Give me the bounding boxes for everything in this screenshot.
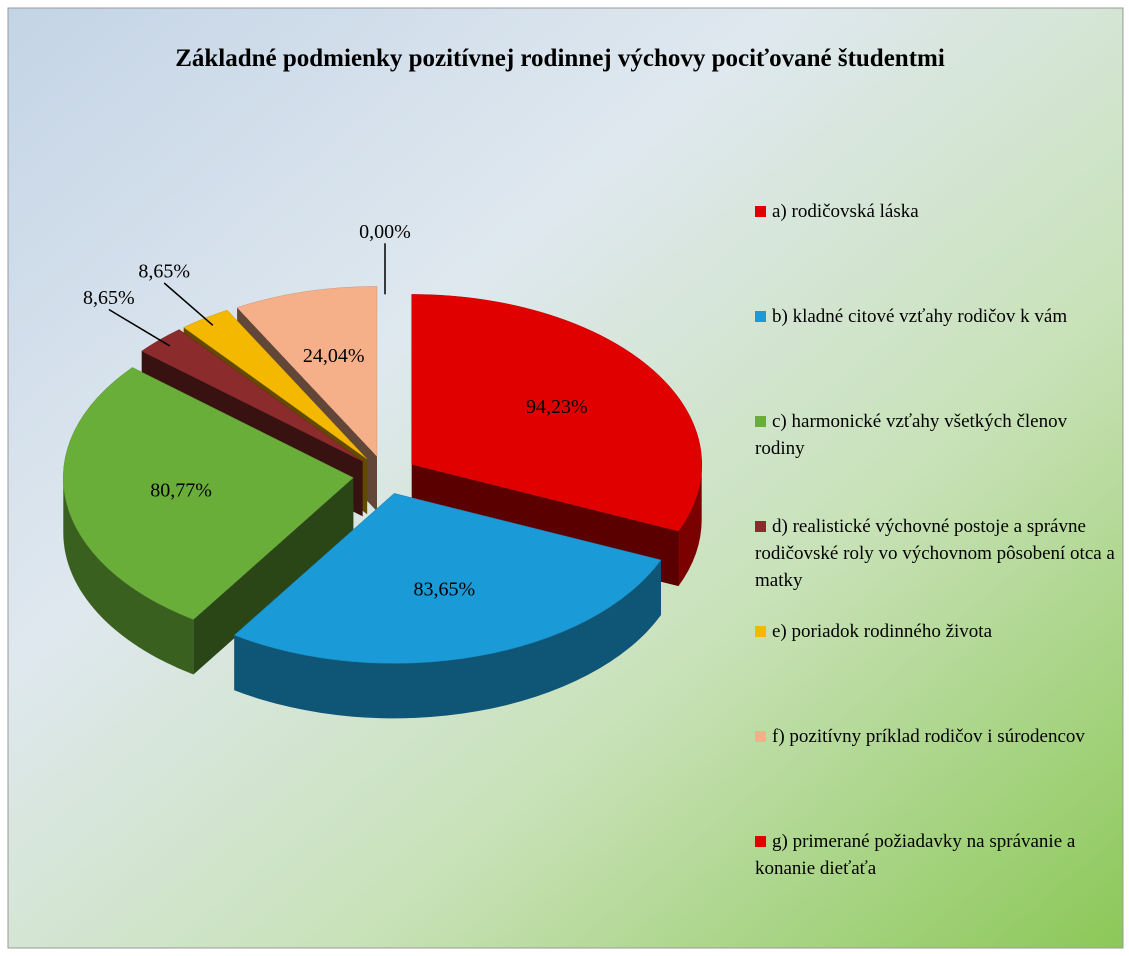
legend-label: b) kladné citové vzťahy rodičov k vám [772,306,1068,327]
legend-swatch [755,416,766,427]
legend-entry: c) harmonické vzťahy všetkých členov rod… [755,408,1120,462]
slice [233,493,662,664]
legend-entry: f) pozitívny príklad rodičov i súrodenco… [755,723,1120,750]
legend-entry: g) primerané požiadavky na správanie a k… [755,828,1120,882]
legend-label: a) rodičovská láska [772,201,919,222]
legend-entry: e) poriadok rodinného života [755,618,1120,645]
slice-wall [63,477,194,675]
legend-label: d) realistické výchovné postoje a správn… [755,516,1115,591]
slice [411,294,702,532]
legend-swatch [755,521,766,532]
legend-swatch [755,836,766,847]
data-label: 80,77% [150,480,212,502]
legend-label: c) harmonické vzťahy všetkých členov rod… [755,411,1068,459]
legend-entry: b) kladné citové vzťahy rodičov k vám [755,303,1120,330]
legend-label: e) poriadok rodinného života [772,621,993,642]
slice [236,286,378,458]
slice-side [193,477,354,675]
leader-line [108,308,171,347]
data-label: 94,23% [526,396,588,418]
legend-label: g) primerané požiadavky na správanie a k… [755,831,1076,879]
chart-title: Základné podmienky pozitívnej rodinnej v… [175,45,945,72]
data-label: 0,00% [359,221,411,243]
slice-wall [678,464,702,587]
legend-label: f) pozitívny príklad rodičov i súrodenco… [772,726,1085,747]
leader-line [163,282,214,326]
legend-entry: a) rodičovská láska [755,198,1120,225]
slice [63,367,354,620]
legend-swatch [755,626,766,637]
legend-swatch [755,206,766,217]
data-label: 24,04% [303,345,365,367]
legend-entry: d) realistické výchovné postoje a správn… [755,513,1120,594]
data-label: 8,65% [83,287,135,309]
slice-wall [234,560,662,719]
data-label: 83,65% [413,579,475,601]
data-label: 8,65% [138,261,190,283]
legend-swatch [755,731,766,742]
legend-swatch [755,311,766,322]
